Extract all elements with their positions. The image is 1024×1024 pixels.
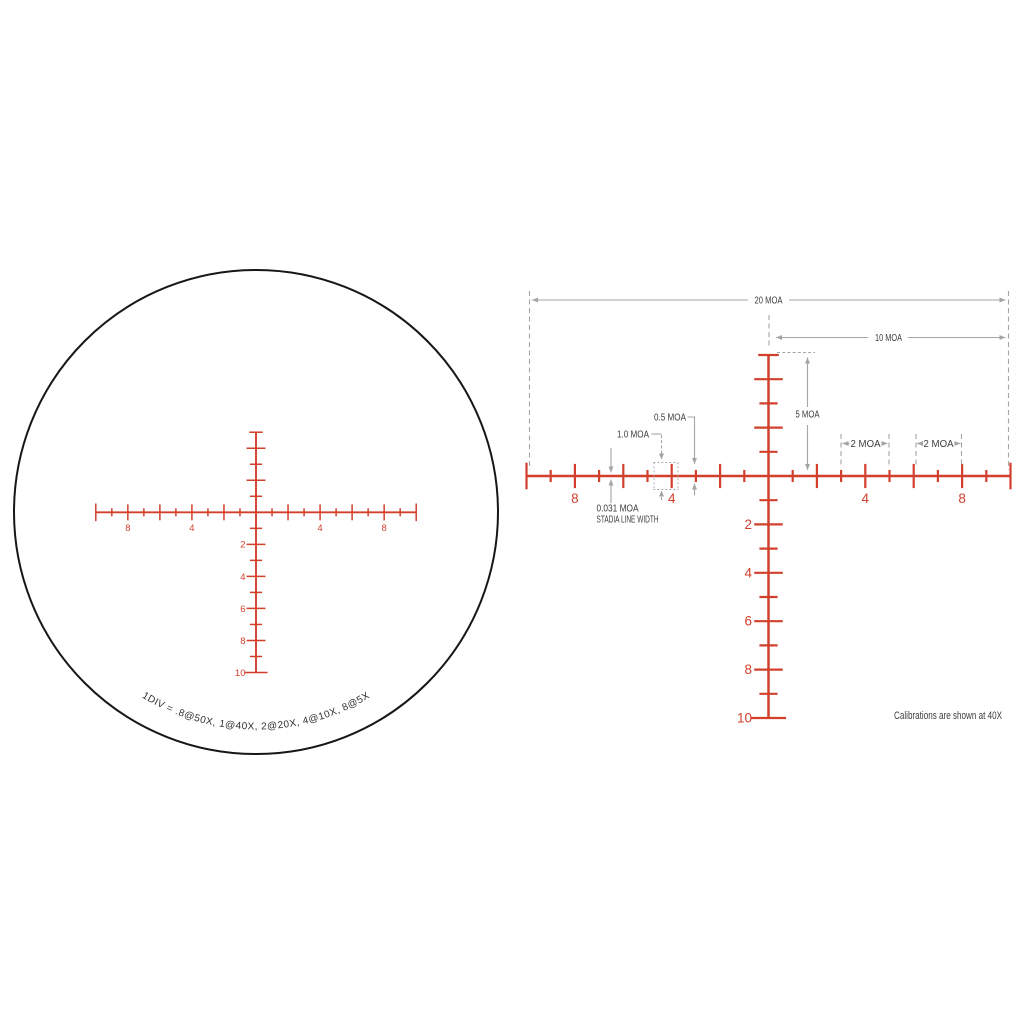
- dim-05moa-leader: [687, 416, 697, 464]
- subtension-diagram: 8 4 4 8 2 4 6 8 10: [525, 291, 1012, 726]
- major-tick-extent-box: [653, 462, 679, 490]
- scope-reticle: 8 4 4 8 2 4 6 8 10: [95, 431, 417, 679]
- h-moa-label: 8: [958, 491, 966, 506]
- h-moa-label: 4: [317, 523, 322, 534]
- scope-legend-text: 1DIV = .8@50X, 1@40X, 2@20X, 4@10X, 8@5X: [140, 690, 372, 732]
- dim-label-2moa-b: 2 MOA: [924, 439, 954, 450]
- v-moa-label: 6: [744, 614, 752, 629]
- v-moa-label: 4: [240, 572, 245, 583]
- extension-lines: [528, 291, 1010, 490]
- h-moa-label: 4: [862, 491, 870, 506]
- h-moa-label: 4: [189, 523, 194, 534]
- v-moa-label: 4: [744, 565, 752, 580]
- dim-label-20moa: 20 MOA: [755, 296, 783, 307]
- dimension-lines: [532, 297, 1006, 503]
- dim-label-10moa: 10 MOA: [875, 333, 902, 344]
- v-moa-label: 10: [737, 711, 752, 726]
- diagram-reticle: 8 4 4 8 2 4 6 8 10: [525, 353, 1012, 726]
- stadia-value-label: 0.031 MOA: [597, 504, 639, 515]
- scope-view: 8 4 4 8 2 4 6 8 10 1DIV = .8@50X, 1@40X, 2@20X, …: [13, 269, 499, 755]
- dim-label-2moa-a: 2 MOA: [851, 439, 881, 450]
- dim-label-05moa: 0.5 MOA: [654, 413, 686, 424]
- h-moa-label: 4: [668, 491, 676, 506]
- calibration-footnote: Calibrations are shown at 40X: [894, 710, 1002, 722]
- scope-field-circle: [13, 269, 499, 755]
- h-moa-label: 8: [382, 523, 387, 534]
- dim-label-5moa: 5 MOA: [796, 410, 820, 421]
- v-moa-label: 8: [240, 636, 245, 647]
- v-moa-label: 6: [240, 604, 245, 615]
- stadia-caption-label: STADIA LINE WIDTH: [597, 515, 659, 526]
- h-moa-label: 8: [571, 491, 579, 506]
- dim-label-10moa-tick: 1.0 MOA: [617, 430, 649, 441]
- v-moa-label: 10: [235, 668, 246, 679]
- v-moa-label: 8: [744, 662, 752, 677]
- v-moa-label: 2: [240, 540, 245, 551]
- h-moa-label: 8: [125, 523, 130, 534]
- v-moa-label: 2: [744, 517, 752, 532]
